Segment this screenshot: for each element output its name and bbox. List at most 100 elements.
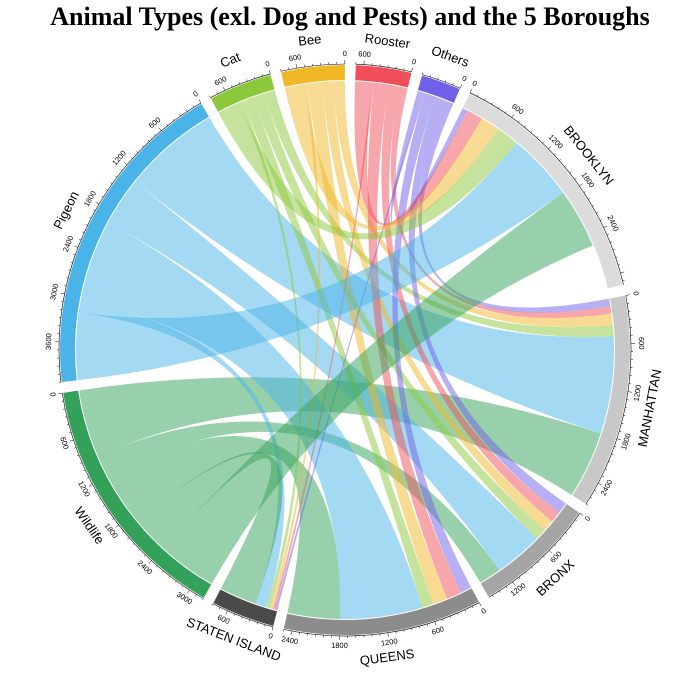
tick-baseline-pigeon — [58, 102, 202, 383]
tick-staten-island — [256, 622, 258, 625]
tick-label-queens: 600 — [430, 624, 445, 636]
tick-pigeon — [136, 151, 139, 153]
sector-arc-queens — [283, 588, 479, 635]
tick-others — [459, 84, 463, 89]
tick-label-wildlife: 0 — [48, 392, 58, 397]
tick-cat — [216, 92, 218, 95]
link-cat-queens — [242, 97, 434, 608]
tick-brooklyn — [596, 212, 599, 214]
sector-label-bee: Bee — [297, 31, 322, 49]
tick-pigeon — [141, 145, 144, 148]
tick-wildlife — [98, 498, 101, 500]
sector-label-manhattan: MANHATTAN — [635, 368, 665, 448]
tick-others — [452, 83, 454, 86]
tick-staten-island — [249, 619, 251, 622]
tick-staten-island — [271, 626, 274, 631]
sector-arc-bee — [281, 65, 345, 87]
tick-label-queens: 2400 — [281, 634, 299, 646]
tick-manhattan — [601, 475, 604, 478]
tick-manhattan — [597, 482, 602, 486]
tick-label-cat: 600 — [213, 74, 228, 87]
tick-pigeon — [68, 269, 71, 271]
tick-baseline-staten-island — [212, 603, 274, 628]
sector-arc-manhattan — [572, 295, 630, 504]
sector-arc-others — [417, 75, 460, 103]
tick-queens — [457, 612, 459, 615]
link-wildlife-manhattan — [79, 377, 601, 495]
tick-wildlife — [132, 543, 135, 545]
tick-label-wildlife: 3000 — [175, 590, 194, 607]
tick-brooklyn — [564, 165, 567, 167]
tick-pigeon — [74, 245, 79, 248]
tick-wildlife — [102, 504, 105, 507]
tick-bronx — [559, 538, 562, 541]
link-bee-queens — [307, 81, 448, 605]
tick-baseline-cat — [210, 73, 271, 98]
tick-label-rooster: 600 — [358, 49, 371, 59]
tick-label-manhattan: 2400 — [599, 478, 615, 497]
tick-manhattan — [619, 430, 622, 432]
tick-brooklyn — [469, 89, 473, 93]
tick-brooklyn — [511, 114, 515, 118]
tick-brooklyn — [588, 198, 590, 200]
tick-staten-island — [233, 613, 236, 616]
tick-label-brooklyn: 0 — [471, 78, 479, 88]
tick-brooklyn — [491, 102, 493, 105]
tick-label-others: 0 — [461, 74, 468, 84]
tick-brooklyn — [553, 153, 556, 155]
tick-pigeon — [130, 157, 133, 159]
tick-wildlife — [187, 589, 190, 594]
tick-label-cat: 0 — [264, 59, 270, 69]
tick-baseline-wildlife — [61, 392, 204, 599]
tick-pigeon — [66, 277, 69, 279]
tick-wildlife — [155, 565, 158, 568]
sector-label-pigeon: Pigeon — [50, 189, 82, 232]
tick-pigeon — [93, 209, 96, 212]
tick-label-pigeon: 0 — [192, 89, 200, 99]
tick-label-pigeon: 3000 — [48, 283, 60, 301]
sector-arc-brooklyn — [463, 93, 623, 289]
tick-cat — [261, 74, 263, 77]
tick-wildlife — [174, 580, 177, 583]
tick-queens — [434, 621, 437, 626]
tick-queens — [419, 626, 421, 629]
link-cat-brooklyn — [218, 102, 517, 240]
tick-wildlife — [58, 392, 63, 394]
tick-label-manhattan: 1200 — [632, 384, 643, 402]
tick-manhattan — [585, 503, 588, 506]
tick-label-manhattan: 0 — [631, 291, 641, 297]
tick-label-pigeon: 1800 — [82, 189, 98, 208]
tick-wildlife — [94, 491, 97, 493]
tick-pigeon — [79, 239, 82, 241]
tick-bronx — [531, 566, 533, 569]
sector-label-others: Others — [429, 43, 471, 70]
tick-wildlife — [66, 424, 69, 426]
tick-brooklyn — [498, 106, 500, 109]
link-wildlife-queens — [107, 435, 341, 619]
tick-label-brooklyn: 600 — [510, 102, 525, 117]
tick-queens — [426, 623, 428, 626]
tick-pigeon — [185, 109, 188, 112]
sector-label-queens: QUEENS — [359, 646, 416, 668]
tick-brooklyn — [612, 249, 615, 251]
tick-queens — [442, 618, 444, 621]
tick-pigeon — [60, 292, 65, 295]
tick-label-pigeon: 3600 — [44, 333, 53, 350]
tick-pigeon — [158, 127, 162, 131]
tick-label-queens: 1200 — [380, 636, 398, 647]
tick-brooklyn — [477, 94, 479, 97]
tick-brooklyn — [583, 191, 586, 193]
links-layer — [75, 81, 615, 619]
sector-label-cat: Cat — [218, 49, 243, 71]
tick-wildlife — [115, 524, 119, 528]
tick-wildlife — [86, 476, 89, 479]
tick-manhattan — [627, 391, 632, 393]
tick-baseline-brooklyn — [469, 92, 624, 285]
tick-brooklyn — [542, 141, 545, 144]
tick-wildlife — [83, 469, 86, 472]
tick-cat — [269, 70, 271, 74]
tick-pigeon — [110, 182, 113, 185]
tick-wildlife — [69, 432, 72, 434]
tick-cat — [246, 79, 248, 82]
